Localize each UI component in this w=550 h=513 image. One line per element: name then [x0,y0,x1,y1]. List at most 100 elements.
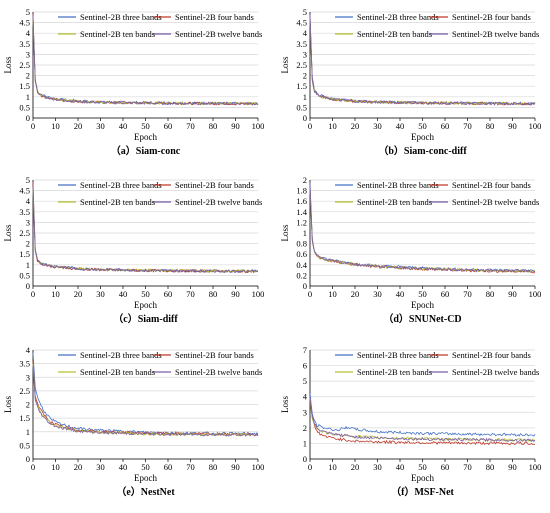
y-tick-label: 7 [303,345,307,355]
y-tick-label: 3 [26,217,30,227]
x-tick-label: 20 [74,121,83,131]
x-tick-label: 30 [373,289,382,299]
series-line-2 [309,399,535,446]
y-tick-label: 1.5 [19,413,30,423]
series-line-2 [32,182,259,274]
x-tick-label: 40 [119,289,128,299]
y-tick-label: 3.5 [19,207,30,217]
y-axis-label: Loss [280,396,290,414]
legend-label: Sentinel-2B three bands [357,180,439,190]
x-tick-label: 30 [96,121,105,131]
x-tick-label: 40 [396,121,405,131]
series-line-3 [32,18,259,106]
x-tick-label: 40 [396,289,405,299]
x-tick-label: 100 [252,462,265,472]
x-tick-label: 10 [51,289,60,299]
x-tick-label: 60 [164,462,173,472]
y-tick-label: 0.4 [296,260,307,270]
panel-caption: （e）NestNet [116,485,175,498]
x-tick-label: 0 [308,289,312,299]
y-tick-label: 0.2 [296,270,307,280]
x-axis-label: Epoch [411,132,434,142]
chart-panel-5: 00.511.522.533.540 10 20 30 40 50 60 70 80 90 100S… [3,345,264,498]
x-tick-label: 60 [164,121,173,131]
legend-label: Sentinel-2B four bands [452,180,531,190]
x-tick-label: 30 [96,462,105,472]
x-axis-label: Epoch [411,300,434,310]
x-tick-label: 0 [31,289,35,299]
y-tick-label: 5 [26,175,30,185]
y-tick-label: 2 [303,175,307,185]
x-axis-label: Epoch [134,132,157,142]
y-tick-label: 2.5 [19,60,30,70]
x-tick-label: 20 [351,289,360,299]
series-line-1 [309,393,536,437]
y-tick-label: 1 [303,438,307,448]
y-tick-label: 2 [26,71,30,81]
y-tick-label: 3 [26,49,30,59]
legend-label: Sentinel-2B ten bands [80,197,155,207]
y-tick-label: 0.6 [296,249,307,259]
y-tick-label: 3.5 [19,359,30,369]
y-tick-label: 4 [26,196,31,206]
y-tick-label: 0.5 [296,102,307,112]
series-line-4 [32,15,259,106]
series-line-4 [309,396,536,443]
legend-label: Sentinel-2B four bands [175,180,254,190]
y-tick-label: 1 [26,427,30,437]
series-line-4 [32,366,259,437]
legend-label: Sentinel-2B ten bands [357,197,432,207]
x-tick-label: 70 [186,121,195,131]
x-tick-label: 20 [74,289,83,299]
series-line-3 [309,187,536,273]
y-tick-label: 4.5 [19,18,30,28]
y-tick-label: 3 [303,407,307,417]
x-tick-label: 50 [141,289,150,299]
x-tick-label: 40 [119,121,128,131]
x-tick-label: 0 [308,462,312,472]
legend-label: Sentinel-2B twelve bands [452,29,539,39]
x-tick-label: 90 [508,121,517,131]
y-tick-label: 1.8 [296,186,307,196]
y-tick-label: 6 [303,361,307,371]
legend-label: Sentinel-2B twelve bands [452,197,539,207]
series-line-2 [309,16,536,106]
x-tick-label: 20 [74,462,83,472]
y-tick-label: 3.5 [19,39,30,49]
series-line-4 [32,186,259,274]
y-tick-label: 2 [26,400,30,410]
series-line-1 [309,14,536,106]
y-tick-label: 0 [26,454,30,464]
y-tick-label: 0.5 [19,102,30,112]
x-tick-label: 70 [463,462,472,472]
legend-label: Sentinel-2B ten bands [357,29,432,39]
y-tick-label: 1.4 [296,207,307,217]
legend-label: Sentinel-2B twelve bands [175,197,262,207]
x-tick-label: 0 [31,121,35,131]
x-tick-label: 70 [186,289,195,299]
y-tick-label: 1 [303,92,307,102]
y-tick-label: 3.5 [296,39,307,49]
y-tick-label: 0.5 [19,270,30,280]
legend-label: Sentinel-2B twelve bands [175,367,262,377]
y-axis-label: Loss [3,56,13,74]
panel-caption: （b）Siam-conc-diff [378,144,467,157]
legend-label: Sentinel-2B four bands [175,12,254,22]
x-tick-label: 50 [418,289,427,299]
x-tick-label: 100 [252,121,265,131]
chart-panel-4: 00.20.40.60.811.21.41.61.820 10 20 30 40 50 60… [280,175,541,325]
x-tick-label: 10 [328,289,337,299]
y-tick-label: 4.5 [296,18,307,28]
y-tick-label: 2 [303,71,307,81]
x-tick-label: 80 [486,289,495,299]
y-tick-label: 2 [303,423,307,433]
legend-label: Sentinel-2B three bands [357,350,439,360]
chart-panel-3: 00.511.522.533.544.550 10 20 30 40 50 60 70 80 90… [3,175,264,325]
y-tick-label: 1 [26,92,30,102]
y-tick-label: 1.5 [19,249,30,259]
y-tick-label: 0 [26,113,30,123]
y-axis-label: Loss [280,224,290,242]
x-tick-label: 90 [231,121,240,131]
x-axis-label: Epoch [134,300,157,310]
y-tick-label: 0 [303,281,307,291]
